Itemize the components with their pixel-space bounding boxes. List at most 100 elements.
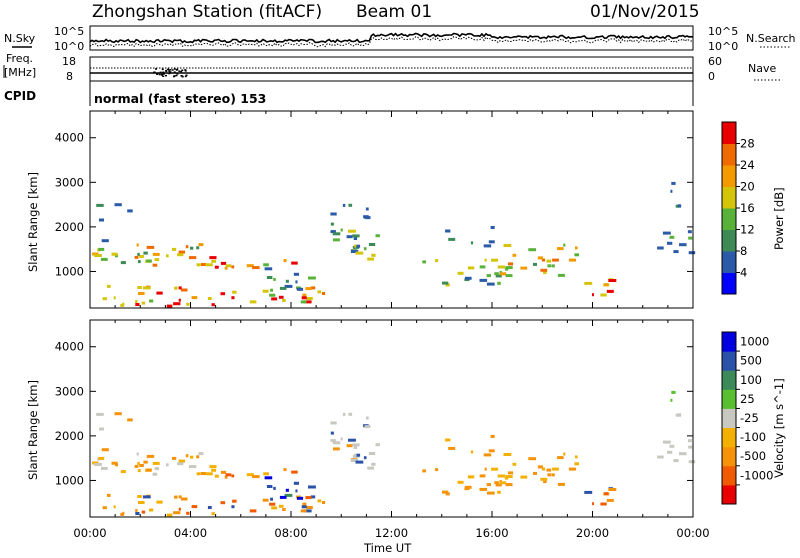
echo-cell (291, 261, 298, 265)
colorbar-swatch (722, 446, 736, 467)
power-colorbar: 4 8 12 16 20 24 28 (721, 121, 755, 295)
colorbar-swatch (722, 465, 736, 486)
echo-cell (322, 501, 326, 504)
x-tick-label: 08:00 (274, 526, 307, 540)
y-tick-label: 1000 (55, 473, 84, 487)
echo-cell (270, 288, 273, 292)
echo-cell (608, 279, 617, 282)
echo-cell (457, 271, 464, 275)
echo-cell (422, 469, 427, 473)
power-axes: 1000 2000 3000 4000 (55, 111, 694, 308)
echo-cell (283, 468, 287, 472)
echo-cell (310, 286, 316, 290)
echo-cell (330, 230, 336, 234)
echo-cell (490, 435, 495, 438)
echo-cell (505, 266, 513, 270)
echo-cell (279, 495, 287, 499)
echo-cell (166, 463, 169, 467)
echo-cell (687, 230, 692, 234)
echo-cell (102, 506, 107, 510)
echo-cell (174, 495, 178, 499)
noise-sky-line (89, 32, 694, 44)
nave-point (162, 71, 165, 73)
colorbar-swatch (722, 389, 736, 409)
echo-cell (540, 268, 548, 272)
echo-cell (282, 508, 286, 511)
echo-cell (279, 286, 287, 290)
echo-cell (479, 265, 486, 269)
nave-point (180, 70, 183, 73)
nave-point (181, 75, 184, 78)
echo-cell (220, 470, 227, 474)
echo-cell (220, 292, 226, 296)
nsearch-label: N.Search (746, 32, 796, 45)
nave-point (156, 72, 159, 75)
echo-cell (512, 253, 517, 257)
echo-cell (448, 446, 456, 450)
echo-cell (505, 274, 513, 278)
echo-cell (348, 229, 356, 233)
echo-cell (465, 276, 472, 280)
cpid-panel: CPID normal (fast stereo) 153 (4, 81, 694, 106)
echo-cell (657, 455, 664, 459)
echo-cell (351, 459, 359, 462)
x-tick-label: 16:00 (475, 526, 508, 540)
echo-cell (270, 497, 273, 501)
x-tick-label: 00:00 (73, 526, 106, 540)
colorbar-swatch (722, 165, 736, 187)
echo-cell (137, 495, 142, 498)
beam-label: Beam 01 (356, 2, 432, 22)
echo-cell (177, 462, 184, 466)
echo-cell (608, 488, 617, 491)
echo-cell (266, 485, 273, 488)
colorbar-swatch (722, 484, 736, 505)
colorbar-swatch (722, 332, 736, 352)
echo-cell (293, 272, 299, 276)
echo-cell (470, 241, 474, 245)
colorbar-swatch (722, 251, 736, 273)
echo-cell (113, 296, 116, 300)
echo-cell (154, 467, 160, 471)
echo-cell (445, 492, 450, 496)
colorbar-tick-label: -25 (740, 411, 759, 425)
nave-point (178, 70, 181, 72)
echo-cell (224, 266, 228, 270)
nave-point (176, 68, 179, 71)
echo-cell (266, 276, 273, 279)
echo-cell (677, 413, 682, 417)
nave-point (168, 70, 171, 72)
y-tick-label: 2000 (55, 220, 84, 234)
echo-cell (346, 444, 353, 448)
echo-cell (657, 246, 664, 250)
echo-cell (205, 263, 213, 267)
echo-cell (495, 483, 502, 487)
echo-cell (356, 244, 361, 248)
echo-cell (271, 297, 278, 301)
echo-cell (135, 509, 138, 512)
nave-point (173, 68, 176, 70)
echo-cell (278, 295, 284, 299)
echo-cell (177, 253, 184, 257)
colorbar-swatch (722, 427, 736, 448)
echo-cell (332, 232, 341, 236)
echo-cell (211, 259, 216, 263)
colorbar-tick-label: 500 (740, 354, 762, 368)
echo-cell (486, 491, 495, 495)
echo-cell (302, 502, 307, 506)
nave-point (162, 75, 165, 77)
x-axis-ticks: 00:00 04:00 08:00 12:00 16:00 20:00 00:00 (73, 526, 709, 540)
echo-cell (273, 486, 276, 490)
echo-cell (211, 303, 215, 307)
echo-cell (448, 237, 456, 241)
echo-cell (172, 247, 177, 251)
echo-cell (499, 272, 507, 276)
echo-cell (178, 286, 182, 290)
colorbar-swatch (722, 272, 736, 295)
echo-cell (679, 452, 687, 456)
echo-cell (181, 288, 188, 292)
echo-cell (342, 412, 346, 416)
echo-cell (310, 495, 316, 499)
echo-cell (688, 460, 696, 464)
echo-cell (508, 262, 514, 266)
echo-cell (551, 473, 555, 477)
